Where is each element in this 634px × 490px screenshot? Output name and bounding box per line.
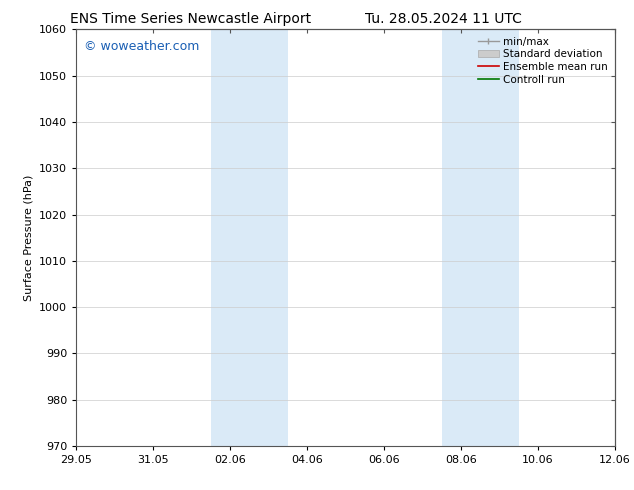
Text: Tu. 28.05.2024 11 UTC: Tu. 28.05.2024 11 UTC [365,12,522,26]
Y-axis label: Surface Pressure (hPa): Surface Pressure (hPa) [23,174,34,301]
Bar [210,29,288,446]
Text: © woweather.com: © woweather.com [84,40,200,53]
Legend: min/max, Standard deviation, Ensemble mean run, Controll run: min/max, Standard deviation, Ensemble me… [476,35,610,87]
Text: ENS Time Series Newcastle Airport: ENS Time Series Newcastle Airport [70,12,311,26]
Bar [442,29,519,446]
